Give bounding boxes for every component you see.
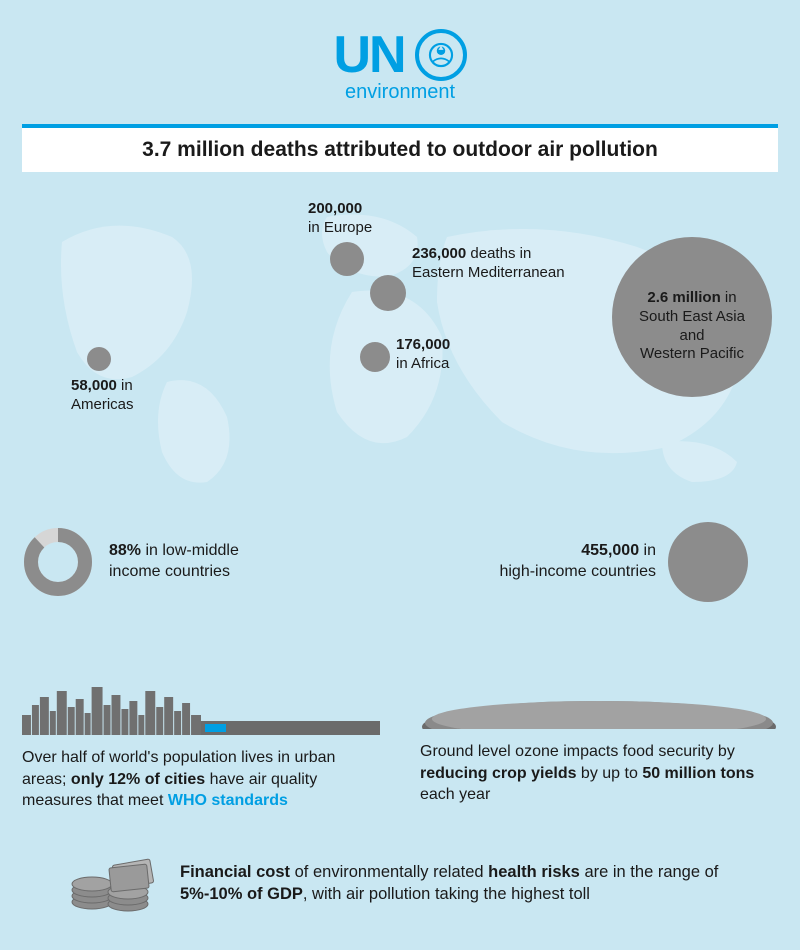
- europe-value: 200,000: [308, 200, 362, 217]
- logo-top: UN: [0, 25, 800, 85]
- americas-region: Americas: [71, 396, 134, 413]
- logo-area: UN environment: [0, 0, 800, 114]
- urban-text: Over half of world's population lives in…: [22, 747, 380, 812]
- un-emblem-icon: [415, 29, 467, 81]
- circle-icon: [668, 522, 748, 602]
- income-high: 455,000 in high-income countries: [385, 522, 778, 602]
- donut-icon: [22, 526, 94, 598]
- map-area: 58,000 in Americas 200,000 in Europe 236…: [22, 182, 778, 492]
- asia-region-l2: South East Asia and: [639, 308, 745, 344]
- logo-sub: environment: [0, 81, 800, 104]
- title-bar: 3.7 million deaths attributed to outdoor…: [22, 124, 778, 172]
- progress-bar: [201, 721, 380, 735]
- logo-main: UN: [333, 25, 404, 85]
- fact-ozone: Ground level ozone impacts food security…: [420, 657, 778, 812]
- africa-value: 176,000: [396, 336, 450, 353]
- eastmed-value: 236,000: [412, 245, 466, 262]
- europe-region: in Europe: [308, 219, 372, 236]
- asia-value: 2.6 million: [647, 289, 720, 306]
- financial-text: Financial cost of environmentally relate…: [180, 861, 740, 906]
- fact-urban: Over half of world's population lives in…: [22, 657, 380, 812]
- high-value: 455,000: [581, 542, 639, 559]
- income-row: 88% in low-middle income countries 455,0…: [22, 522, 778, 602]
- asia-region-l3: Western Pacific: [640, 345, 744, 362]
- dome-icon: [420, 657, 778, 729]
- africa-region: in Africa: [396, 355, 449, 372]
- eastmed-region: Eastern Mediterranean: [412, 264, 565, 281]
- americas-value: 58,000: [71, 377, 117, 394]
- income-low-mid: 88% in low-middle income countries: [22, 526, 385, 598]
- lowmid-line2: income countries: [109, 563, 230, 580]
- facts-row: Over half of world's population lives in…: [22, 657, 778, 812]
- coins-icon: [70, 852, 160, 914]
- high-line2: high-income countries: [499, 563, 656, 580]
- ozone-text: Ground level ozone impacts food security…: [420, 741, 778, 806]
- lowmid-value: 88%: [109, 542, 141, 559]
- financial-row: Financial cost of environmentally relate…: [70, 852, 740, 914]
- skyline-icon: [22, 657, 380, 735]
- progress-fill: [205, 724, 226, 732]
